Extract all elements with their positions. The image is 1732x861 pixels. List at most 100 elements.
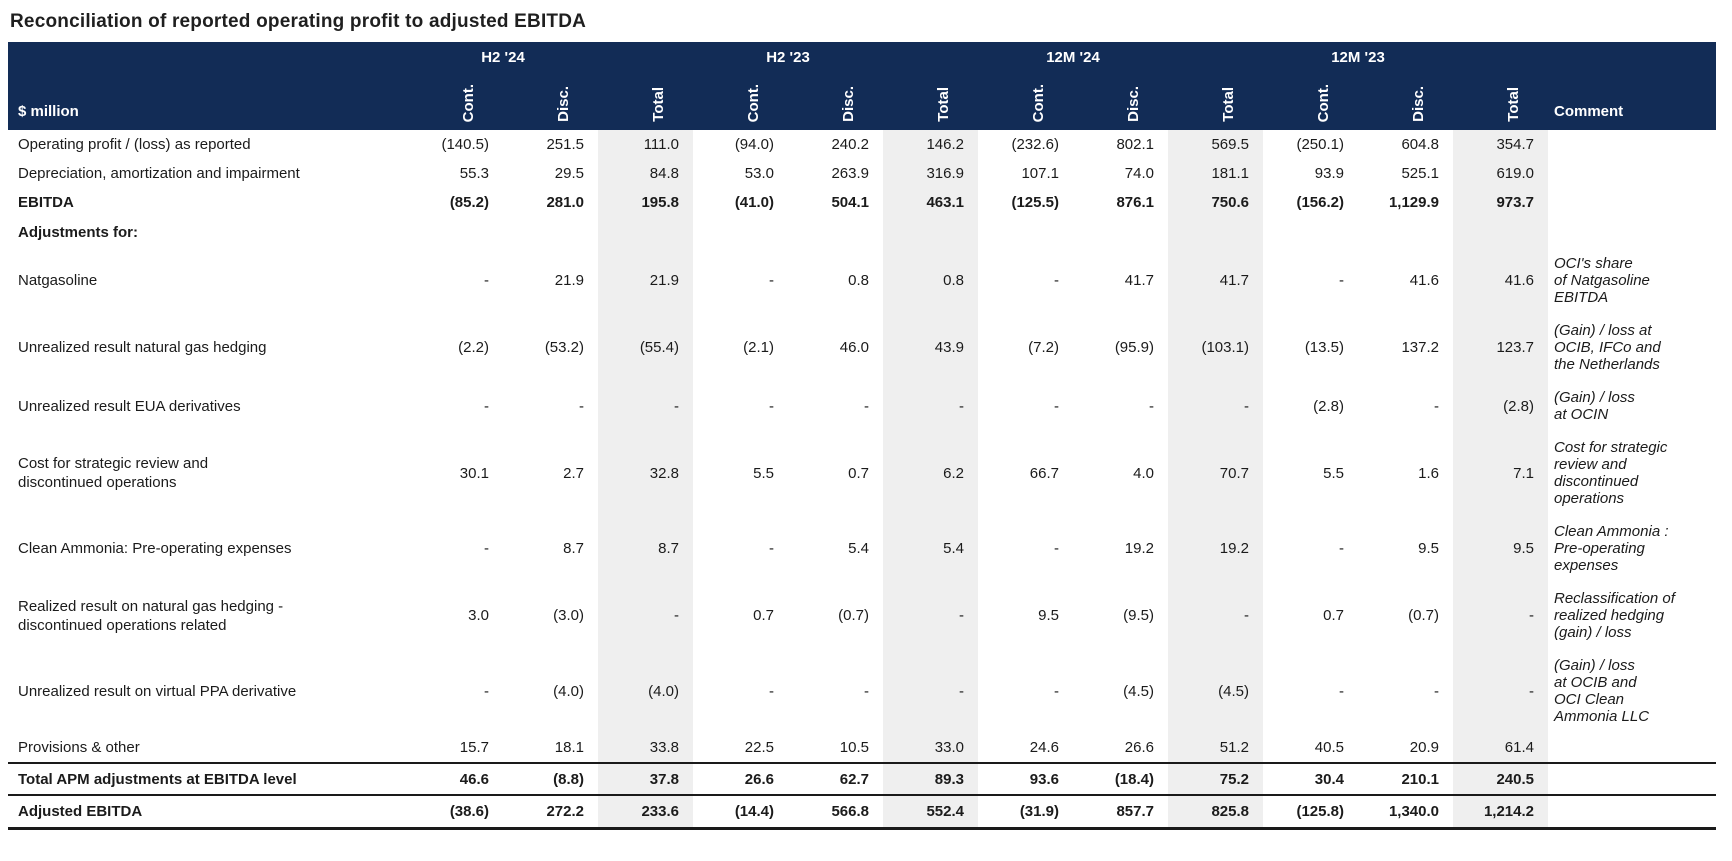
- value-cell: -: [864, 682, 869, 700]
- value-cell: -: [883, 649, 978, 733]
- value-cell: -: [1434, 397, 1439, 415]
- value-cell: -: [1339, 540, 1344, 557]
- value-cell: 251.5: [546, 136, 584, 153]
- value-cell: 1,340.0: [1388, 803, 1439, 820]
- row-label: Unrealized result natural gas hedging: [18, 339, 267, 356]
- value-cell: (2.8): [1313, 397, 1344, 415]
- value-cell: [408, 217, 503, 247]
- value-cell: 26.6: [744, 770, 774, 788]
- col-header-disc: Disc.: [840, 86, 857, 122]
- value-cell: (125.5): [1011, 194, 1059, 211]
- value-cell: 43.9: [883, 314, 978, 381]
- value-cell: -: [1453, 649, 1548, 733]
- value-cell: 21.9: [598, 247, 693, 314]
- row-label: Provisions & other: [18, 739, 140, 756]
- col-header-total: Total: [935, 87, 952, 122]
- value-cell: (94.0): [734, 136, 774, 153]
- row-label: Unrealized result EUA derivatives: [18, 397, 241, 415]
- comment-cell: Reclassification of realized hedging (ga…: [1554, 590, 1675, 641]
- value-cell: 272.2: [546, 803, 584, 820]
- value-cell: 84.8: [598, 159, 693, 188]
- table-header: H2 '24 H2 '23 12M '24 12M '23 $ million …: [8, 42, 1716, 130]
- report-page: Reconciliation of reported operating pro…: [8, 11, 1716, 830]
- table-row: Unrealized result EUA derivatives - - - - - - -…: [8, 381, 1716, 431]
- comment-cell: [1548, 217, 1716, 247]
- value-cell: 41.7: [1124, 272, 1154, 289]
- comment-cell: [1548, 733, 1716, 762]
- value-cell: (7.2): [1028, 339, 1059, 356]
- col-header-cont: Cont.: [1315, 83, 1332, 122]
- value-cell: (2.2): [458, 339, 489, 356]
- value-cell: 123.7: [1453, 314, 1548, 381]
- value-cell: 0.7: [753, 607, 774, 624]
- value-cell: 74.0: [1124, 165, 1154, 182]
- value-cell: 55.3: [459, 165, 489, 182]
- value-cell: -: [484, 272, 489, 289]
- value-cell: -: [484, 682, 489, 700]
- value-cell: [1453, 217, 1548, 247]
- value-cell: [1073, 217, 1168, 247]
- value-cell: 8.7: [598, 515, 693, 582]
- comment-column-header: Comment: [1554, 103, 1624, 120]
- value-cell: (4.5): [1123, 682, 1154, 700]
- comment-cell: [1548, 188, 1716, 217]
- comment-cell: Cost for strategic review and discontinu…: [1554, 439, 1668, 507]
- value-cell: (103.1): [1168, 314, 1263, 381]
- table-row: Provisions & other 15.7 18.1 33.8 22.5 10.5 33…: [8, 733, 1716, 762]
- value-cell: 8.7: [563, 540, 584, 557]
- value-cell: 46.6: [459, 770, 489, 788]
- value-cell: 66.7: [1029, 464, 1059, 482]
- value-cell: -: [1054, 397, 1059, 415]
- comment-cell: [1548, 130, 1716, 159]
- comment-cell: (Gain) / loss at OCIB, IFCo and the Neth…: [1554, 322, 1661, 373]
- value-cell: (14.4): [734, 803, 774, 820]
- value-cell: 22.5: [744, 739, 774, 756]
- value-cell: (4.5): [1168, 649, 1263, 733]
- value-cell: [693, 217, 788, 247]
- value-cell: (250.1): [1296, 136, 1344, 153]
- value-cell: 263.9: [831, 165, 869, 182]
- value-cell: -: [1339, 272, 1344, 289]
- value-cell: 26.6: [1124, 739, 1154, 756]
- value-cell: 41.6: [1409, 272, 1439, 289]
- value-cell: 825.8: [1168, 796, 1263, 827]
- col-header-cont: Cont.: [460, 83, 477, 122]
- value-cell: (4.0): [598, 649, 693, 733]
- unit-label: $ million: [18, 103, 79, 120]
- value-cell: 3.0: [468, 607, 489, 624]
- value-cell: 40.5: [1314, 739, 1344, 756]
- col-header-cont: Cont.: [1030, 83, 1047, 122]
- value-cell: [883, 217, 978, 247]
- value-cell: 41.6: [1453, 247, 1548, 314]
- table-row: Adjustments for:: [8, 217, 1716, 247]
- value-cell: 20.9: [1409, 739, 1439, 756]
- value-cell: (41.0): [734, 194, 774, 211]
- value-cell: 552.4: [883, 796, 978, 827]
- table-body: Operating profit / (loss) as reported (14…: [8, 130, 1716, 830]
- value-cell: -: [598, 381, 693, 431]
- value-cell: -: [769, 540, 774, 557]
- comment-cell: (Gain) / loss at OCIB and OCI Clean Ammo…: [1554, 657, 1650, 725]
- col-header-disc: Disc.: [555, 86, 572, 122]
- value-cell: -: [1434, 682, 1439, 700]
- value-cell: 10.5: [839, 739, 869, 756]
- value-cell: 30.1: [459, 464, 489, 482]
- value-cell: -: [769, 272, 774, 289]
- value-cell: 24.6: [1029, 739, 1059, 756]
- value-cell: 9.5: [1453, 515, 1548, 582]
- column-group-h2-23: H2 '23: [766, 49, 810, 66]
- value-cell: (38.6): [449, 803, 489, 820]
- value-cell: (0.7): [838, 607, 869, 624]
- value-cell: 7.1: [1453, 431, 1548, 515]
- value-cell: 619.0: [1453, 159, 1548, 188]
- value-cell: [1263, 217, 1358, 247]
- value-cell: [1358, 217, 1453, 247]
- value-cell: [788, 217, 883, 247]
- value-cell: 33.8: [598, 733, 693, 762]
- value-cell: 802.1: [1116, 136, 1154, 153]
- value-cell: -: [1168, 381, 1263, 431]
- column-group-h2-24: H2 '24: [481, 49, 525, 66]
- value-cell: 5.5: [753, 464, 774, 482]
- value-cell: 33.0: [883, 733, 978, 762]
- value-cell: (140.5): [441, 136, 489, 153]
